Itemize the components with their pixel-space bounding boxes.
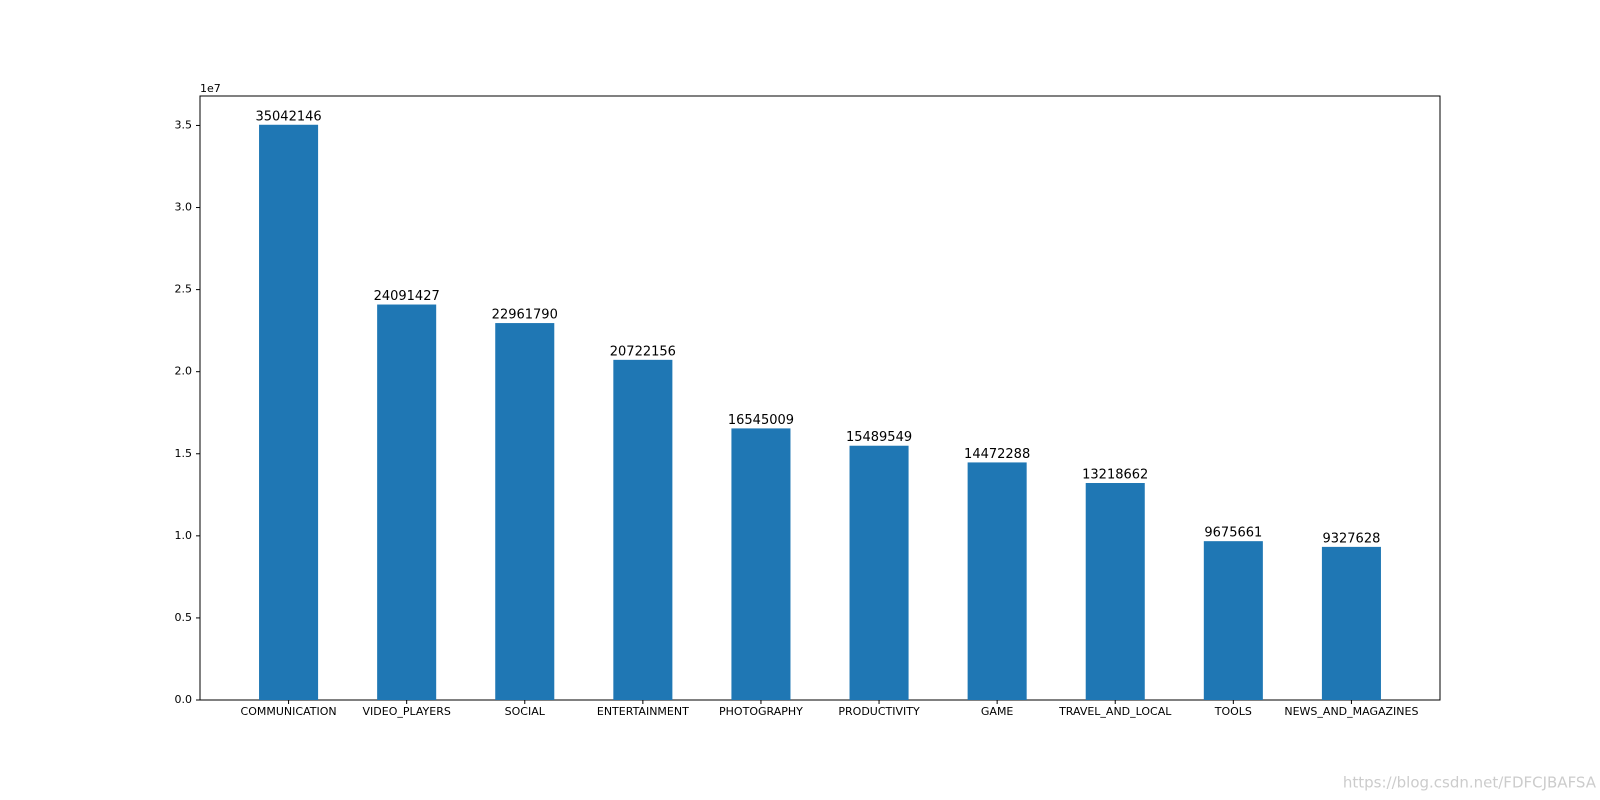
bar [731, 428, 791, 700]
value-label: 20722156 [610, 344, 676, 359]
x-tick-label: PRODUCTIVITY [838, 705, 920, 718]
watermark: https://blog.csdn.net/FDFCJBAFSA [1343, 774, 1597, 792]
x-tick-label: NEWS_AND_MAGAZINES [1284, 705, 1418, 718]
bar [259, 124, 319, 700]
value-label: 14472288 [964, 447, 1030, 462]
bar [849, 445, 909, 700]
y-tick-label: 3.5 [175, 118, 193, 131]
y-tick-label: 0.0 [175, 693, 193, 706]
x-tick-label: GAME [981, 705, 1014, 718]
bar [1203, 541, 1263, 700]
y-tick-label: 0.5 [175, 611, 193, 624]
plot-frame [199, 95, 1441, 701]
x-tick-label: ENTERTAINMENT [597, 705, 689, 718]
y-tick-label: 1.5 [175, 447, 193, 460]
y-tick-label: 2.0 [175, 365, 193, 378]
bar [1321, 546, 1381, 700]
x-tick-label: TOOLS [1214, 705, 1252, 718]
x-tick-label: COMMUNICATION [241, 705, 337, 718]
value-label: 16545009 [728, 413, 794, 428]
bar [495, 323, 555, 700]
bar [377, 304, 437, 700]
bar [613, 359, 673, 700]
y-tick-label: 1.0 [175, 529, 193, 542]
value-label: 13218662 [1082, 468, 1148, 483]
value-label: 9327628 [1322, 531, 1380, 546]
y-offset-label: 1e7 [200, 82, 221, 95]
x-tick-label: SOCIAL [505, 705, 546, 718]
y-tick-label: 3.0 [175, 201, 193, 214]
x-tick-label: VIDEO_PLAYERS [363, 705, 451, 718]
value-label: 24091427 [374, 289, 440, 304]
x-tick-label: PHOTOGRAPHY [719, 705, 803, 718]
y-tick-label: 2.5 [175, 283, 193, 296]
bar [967, 462, 1027, 700]
bar [1085, 483, 1145, 700]
value-label: 35042146 [255, 109, 321, 124]
value-label: 22961790 [492, 308, 558, 323]
value-label: 9675661 [1204, 526, 1262, 541]
x-tick-label: TRAVEL_AND_LOCAL [1058, 705, 1172, 718]
value-label: 15489549 [846, 430, 912, 445]
